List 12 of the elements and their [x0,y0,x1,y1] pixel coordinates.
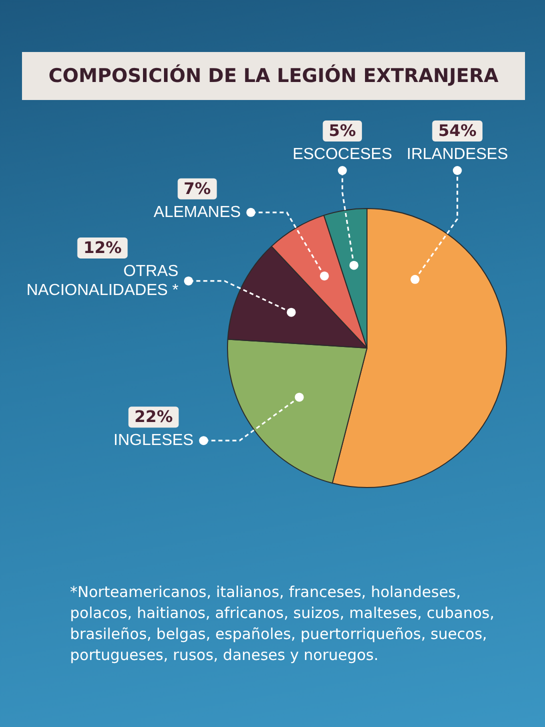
slice-label: IRLANDESES [406,146,508,163]
data-label: 7% [184,179,211,198]
data-label: 22% [134,407,173,426]
data-label: 5% [328,121,356,140]
text: *Norteamericanos, italianos, franceses, holandeses, polacos, haitianos, africanos, suizos, malteses, cubanos, brasileños, belgas, españoles, puertorriqueños, suecos, portugueses, rusos, daneses y noruegos. [70,582,496,666]
slice-label: ESCOCESES [292,146,392,163]
slice-label: INGLESES [114,432,194,449]
slice-label: OTRAS NACIONALIDADES * [26,262,178,299]
slice-label: ALEMANES [154,204,241,221]
data-label: 12% [83,238,122,258]
chart-title: COMPOSICIÓN DE LA LEGIÓN EXTRANJERA [48,65,498,87]
data-label: 54% [438,121,476,140]
